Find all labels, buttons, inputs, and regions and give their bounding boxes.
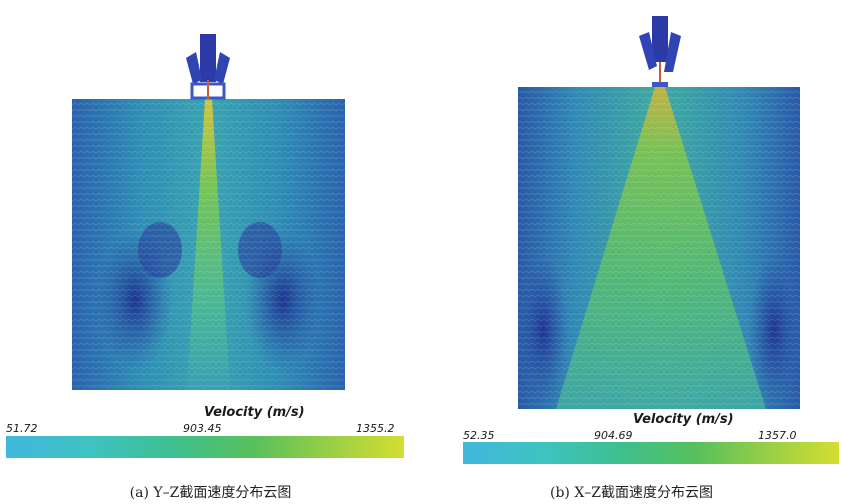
legend-tick-max: 1357.0	[758, 429, 797, 442]
legend-tick-max: 1355.2	[356, 422, 395, 435]
yz-velocity-contour	[72, 34, 345, 390]
velocity-colorbar	[6, 436, 404, 458]
caption: (b) X–Z截面速度分布云图	[549, 485, 714, 501]
xz-velocity-contour	[518, 16, 800, 409]
legend-tick-min: 51.72	[6, 422, 38, 435]
panel-yz: Velocity (m/s) 51.72 903.45 1355.2 (a) Y…	[6, 34, 404, 501]
panel-xz: Velocity (m/s) 52.35 904.69 1357.0 (b) X…	[421, 0, 842, 504]
legend-tick-mid: 904.69	[594, 429, 633, 442]
nozzle-icon	[186, 34, 230, 100]
velocity-colorbar	[463, 442, 839, 464]
nozzle-icon	[639, 16, 681, 87]
legend-tick-min: 52.35	[463, 429, 495, 442]
legend-tick-mid: 903.45	[183, 422, 222, 435]
caption: (a) Y–Z截面速度分布云图	[129, 485, 292, 501]
legend-title: Velocity (m/s)	[204, 405, 305, 420]
legend-title: Velocity (m/s)	[633, 412, 734, 427]
